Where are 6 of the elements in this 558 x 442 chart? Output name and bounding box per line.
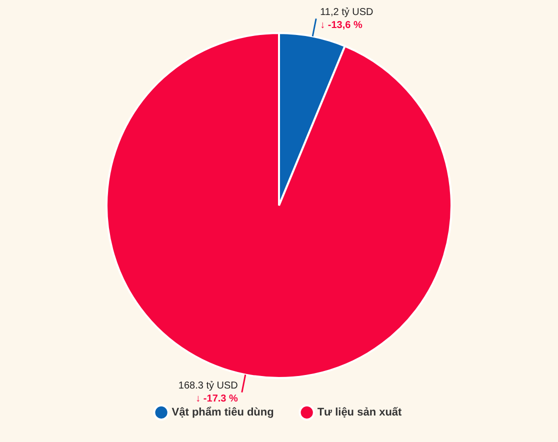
legend-label: Vật phẩm tiêu dùng [172,406,274,419]
data-label: 11,2 tỷ USD [320,6,374,18]
legend-label: Tư liệu sản xuất [317,406,402,419]
data-label: 168.3 tỷ USD [178,380,238,392]
text: ↓ -17.3 % [196,394,238,405]
text: ↓ -13,6 % [320,20,362,31]
